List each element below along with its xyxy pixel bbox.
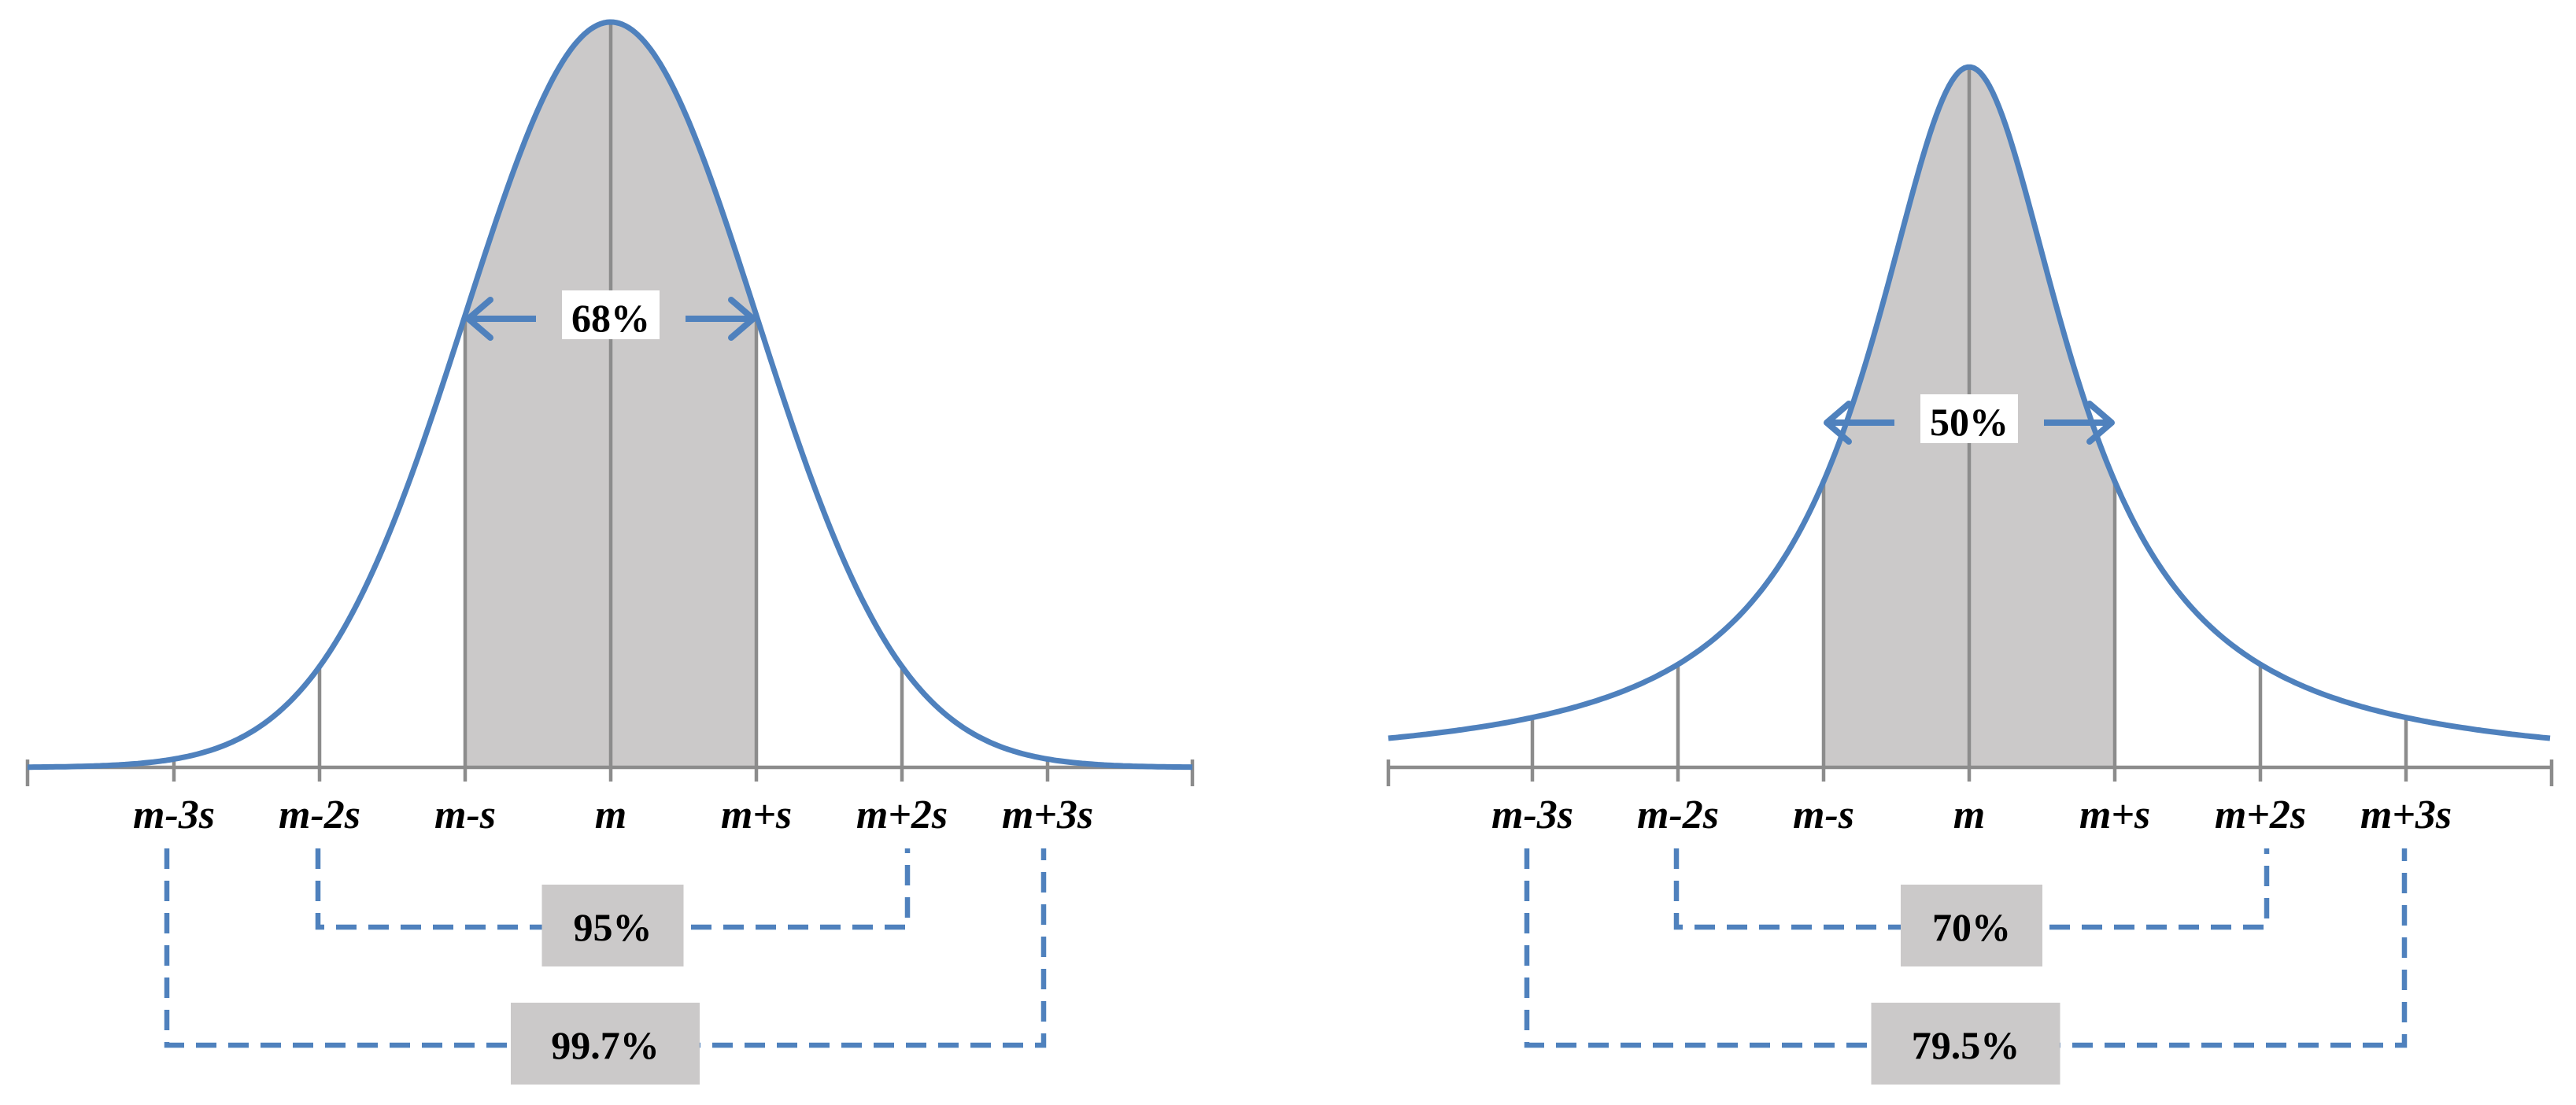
two-sigma-percent-box — [1901, 885, 2042, 966]
center-percent-background — [1920, 394, 2018, 443]
tick-label-m+3s: m+3s — [2360, 793, 2452, 837]
left-arrow-head — [465, 297, 493, 341]
density-curve — [28, 19, 1193, 771]
density-curve — [1388, 64, 2551, 741]
tick-label-m-s: m-s — [1793, 793, 1854, 837]
axis-end-ticks — [25, 759, 1195, 786]
tick-label-m+s: m+s — [721, 793, 792, 837]
three-sigma-percent-box — [1871, 1003, 2060, 1085]
tick-label-m+2s: m+2s — [856, 793, 948, 837]
tick-label-m-3s: m-3s — [1491, 793, 1573, 837]
tick-label-m-s: m-s — [434, 793, 496, 837]
sigma-gridlines — [172, 22, 1050, 782]
axis-end-ticks — [1386, 759, 2554, 786]
tick-label-m+2s: m+2s — [2215, 793, 2306, 837]
center-interval-arrows — [465, 297, 756, 341]
normal-distribution-panel: 68% m-3s m-2s m-s m m+s m+2s m+3s 95% 99… — [25, 19, 1195, 1085]
three-sigma-percent-box — [511, 1003, 700, 1085]
center-percent-background — [562, 290, 660, 339]
center-interval-arrows — [1824, 401, 2115, 445]
tick-label-m-2s: m-2s — [1637, 793, 1719, 837]
heavy-tailed-distribution-panel: 50% m-3s m-2s m-s m m+s m+2s m+3s 70% 79… — [1386, 64, 2554, 1085]
two-sigma-percent-label: 70% — [1932, 905, 2011, 949]
three-sigma-bracket — [164, 848, 1047, 1048]
tick-labels: m-3s m-2s m-s m m+s m+2s m+3s — [133, 793, 1093, 837]
center-percent-label: 68% — [571, 296, 650, 340]
tick-label-m+s: m+s — [2079, 793, 2150, 837]
three-sigma-bracket — [1524, 848, 2408, 1048]
two-sigma-percent-box — [541, 885, 684, 966]
three-sigma-percent-label: 99.7% — [551, 1023, 660, 1067]
tick-label-m: m — [595, 793, 626, 837]
center-percent-label: 50% — [1930, 400, 2009, 444]
tick-label-m-3s: m-3s — [133, 793, 215, 837]
right-arrow-head — [728, 297, 756, 341]
two-sigma-percent-label: 95% — [574, 905, 652, 949]
left-arrow-head — [1824, 401, 1852, 445]
tick-labels: m-3s m-2s m-s m m+s m+2s m+3s — [1491, 793, 2452, 837]
tick-label-m: m — [1953, 793, 1985, 837]
tick-label-m-2s: m-2s — [279, 793, 360, 837]
three-sigma-percent-label: 79.5% — [1912, 1023, 2020, 1067]
tick-label-m+3s: m+3s — [1002, 793, 1093, 837]
right-arrow-head — [2086, 401, 2115, 445]
